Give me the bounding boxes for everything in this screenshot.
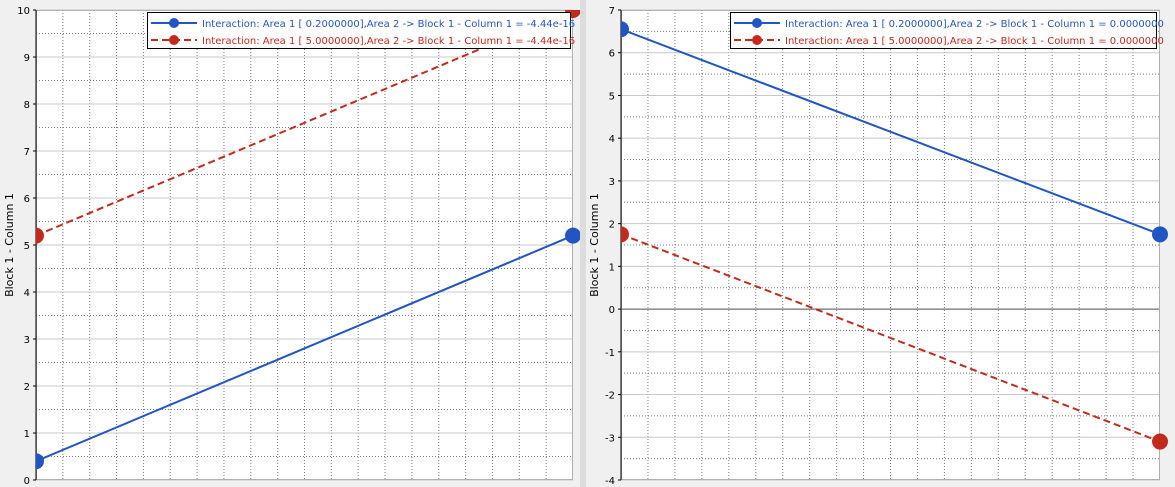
right-chart-panel: -4 -3 -2 -1 0 1 2 3 4 5 6 7 Block 1 - Column 1 Intera… — [586, 0, 1175, 487]
y-tick-label: -1 — [605, 348, 615, 359]
legend-entry-0: Interaction: Area 1 [ 0.2000000],Area 2 … — [202, 19, 575, 30]
legend-entry-1: Interaction: Area 1 [ 5.0000000],Area 2 … — [785, 36, 1164, 47]
legend-swatch-marker-1 — [169, 35, 179, 45]
left-chart-panel: 0 1 2 3 4 5 6 7 8 9 10 Block 1 - Column 1 Interactio… — [0, 0, 580, 487]
data-point[interactable] — [28, 453, 44, 470]
series-line-1 — [621, 233, 1161, 443]
panel-splitter[interactable] — [580, 0, 586, 487]
y-tick-label: 1 — [609, 262, 615, 273]
data-point[interactable] — [28, 227, 44, 244]
grid — [621, 9, 1160, 481]
y-tick-label: 4 — [609, 134, 615, 145]
series-line-0 — [36, 234, 574, 463]
data-point[interactable] — [1152, 226, 1168, 243]
legend: Interaction: Area 1 [ 0.2000000],Area 2 … — [730, 12, 1164, 49]
y-tick-label: 1 — [24, 429, 30, 440]
left-line-chart: 0 1 2 3 4 5 6 7 8 9 10 Block 1 - Column 1 Interactio… — [3, 6, 580, 487]
legend-box — [730, 12, 1157, 49]
y-tick-label: 5 — [609, 91, 615, 102]
legend-swatch-marker-0 — [752, 18, 762, 28]
legend-swatch-marker-1 — [752, 35, 762, 45]
data-point[interactable] — [613, 21, 629, 38]
y-tick-label: 6 — [609, 49, 615, 60]
y-tick-label: 6 — [24, 194, 30, 205]
legend-entry-0: Interaction: Area 1 [ 0.2000000],Area 2 … — [785, 19, 1164, 30]
y-tick-label: 3 — [609, 177, 615, 188]
y-tick-label: 9 — [24, 53, 30, 64]
y-tick-label: -4 — [605, 476, 615, 487]
series-0 — [613, 21, 1168, 243]
data-point[interactable] — [565, 227, 580, 244]
y-tick-label: 2 — [609, 220, 615, 231]
y-tick-label: 5 — [24, 241, 30, 252]
series-0 — [28, 227, 580, 470]
y-tick-label: 8 — [24, 100, 30, 111]
y-axis-title: Block 1 - Column 1 — [3, 193, 16, 297]
y-tick-label: 0 — [609, 305, 615, 316]
data-point[interactable] — [1152, 433, 1168, 450]
right-line-chart: -4 -3 -2 -1 0 1 2 3 4 5 6 7 Block 1 - Column 1 Intera… — [588, 6, 1168, 487]
y-tick-label: 3 — [24, 335, 30, 346]
legend-swatch-marker-0 — [169, 18, 179, 28]
series-1 — [613, 226, 1168, 450]
y-tick-label: 4 — [24, 288, 30, 299]
y-tick-label: 7 — [24, 147, 30, 158]
series-line-0 — [621, 28, 1161, 236]
y-tick-label: -2 — [605, 391, 615, 402]
legend: Interaction: Area 1 [ 0.2000000],Area 2 … — [147, 12, 575, 49]
y-tick-label: 10 — [17, 6, 30, 17]
y-axis-title: Block 1 - Column 1 — [588, 193, 601, 297]
legend-box — [147, 12, 571, 49]
y-tick-label: 2 — [24, 382, 30, 393]
y-tick-label: -3 — [605, 433, 615, 444]
legend-entry-1: Interaction: Area 1 [ 5.0000000],Area 2 … — [202, 36, 575, 47]
data-point[interactable] — [613, 226, 629, 243]
y-tick-label: 7 — [609, 6, 615, 17]
y-tick-label: 0 — [24, 476, 30, 487]
